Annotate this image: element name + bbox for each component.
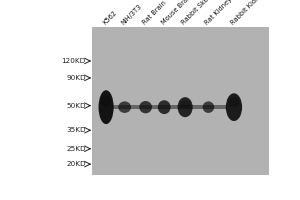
- Ellipse shape: [98, 90, 114, 124]
- Ellipse shape: [139, 101, 152, 113]
- Text: 120KD: 120KD: [61, 58, 85, 64]
- Text: 50KD: 50KD: [66, 103, 86, 109]
- Text: 90KD: 90KD: [66, 75, 86, 81]
- Ellipse shape: [101, 95, 111, 107]
- Ellipse shape: [202, 101, 214, 113]
- Text: Rabbit Kidney: Rabbit Kidney: [230, 0, 267, 26]
- Text: Rat Brain: Rat Brain: [141, 0, 167, 26]
- Ellipse shape: [180, 100, 190, 107]
- Text: K562: K562: [102, 9, 118, 26]
- Text: 25KD: 25KD: [66, 146, 86, 152]
- Text: NIH/3T3: NIH/3T3: [120, 3, 143, 26]
- Text: 35KD: 35KD: [66, 127, 86, 133]
- Text: Mouse Brain: Mouse Brain: [160, 0, 193, 26]
- Ellipse shape: [228, 97, 240, 107]
- Text: Rabbit Skeletal Muscle: Rabbit Skeletal Muscle: [181, 0, 238, 26]
- FancyBboxPatch shape: [112, 105, 227, 109]
- FancyBboxPatch shape: [92, 27, 269, 175]
- Ellipse shape: [158, 100, 171, 114]
- Ellipse shape: [178, 97, 193, 117]
- Text: Rat Kidney: Rat Kidney: [204, 0, 234, 26]
- Ellipse shape: [226, 93, 242, 121]
- Ellipse shape: [118, 101, 131, 113]
- Text: 20KD: 20KD: [66, 161, 86, 167]
